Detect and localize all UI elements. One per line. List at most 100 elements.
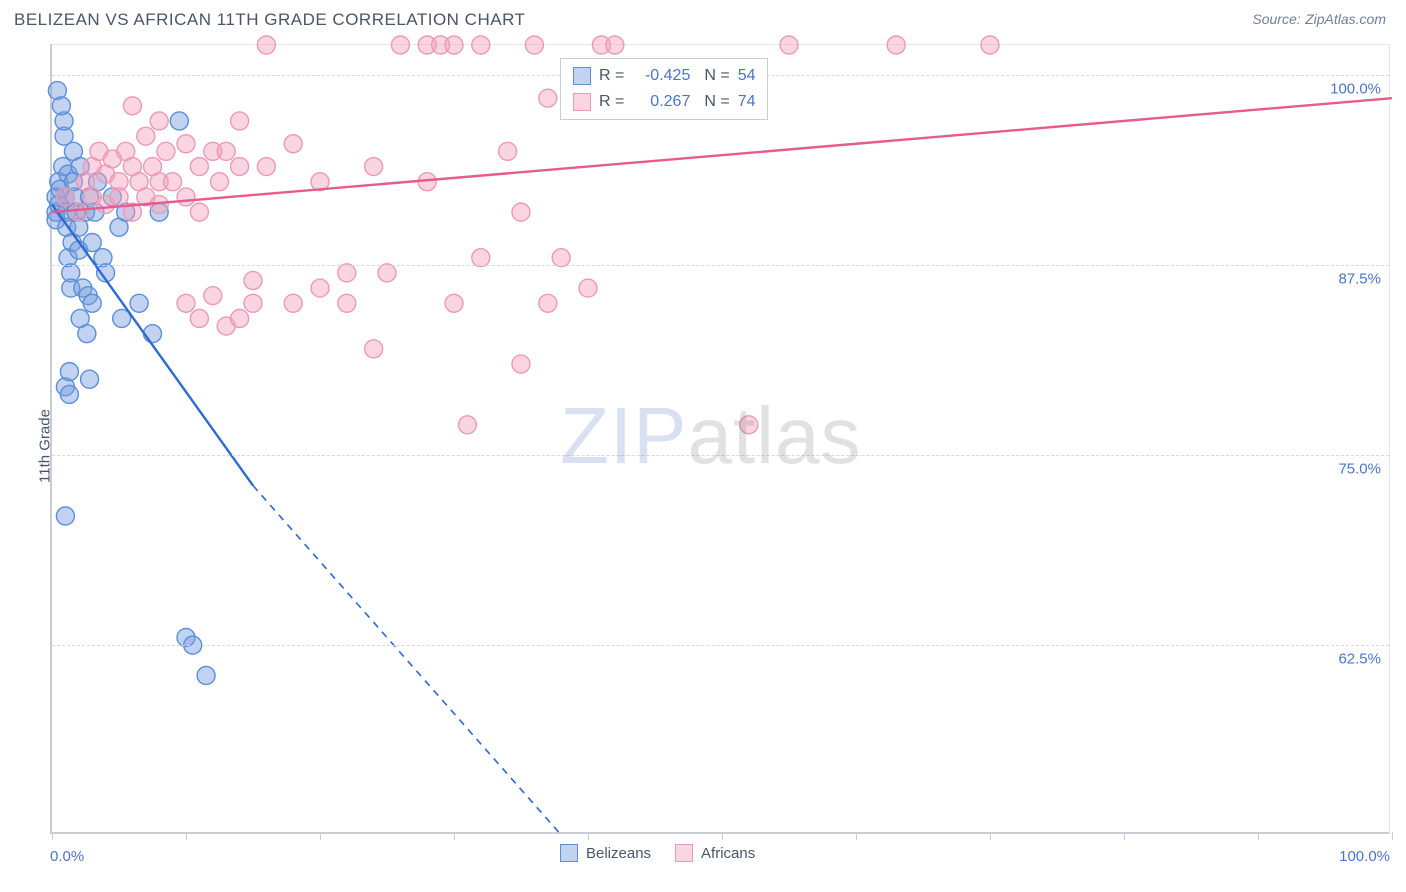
correlation-legend: R =-0.425N =54R =0.267N =74 xyxy=(560,58,768,120)
data-point xyxy=(284,294,302,312)
y-tick-label: 100.0% xyxy=(1330,81,1381,98)
data-point xyxy=(231,158,249,176)
legend-series-name: Africans xyxy=(701,845,755,862)
data-point xyxy=(211,173,229,191)
legend-swatch xyxy=(573,93,591,111)
data-point xyxy=(525,36,543,54)
data-point xyxy=(157,142,175,160)
x-tick xyxy=(320,832,321,840)
legend-row: R = -0.425 N = 54 xyxy=(573,63,755,89)
legend-item: Africans xyxy=(675,844,755,862)
data-point xyxy=(378,264,396,282)
data-point xyxy=(190,309,208,327)
x-tick xyxy=(52,832,53,840)
data-point xyxy=(204,287,222,305)
data-point xyxy=(190,158,208,176)
y-tick-label: 62.5% xyxy=(1338,651,1381,668)
data-point xyxy=(472,249,490,267)
legend-r-value: -0.425 xyxy=(632,67,690,85)
data-point xyxy=(445,294,463,312)
data-point xyxy=(606,36,624,54)
data-point xyxy=(458,416,476,434)
data-point xyxy=(60,363,78,381)
scatter-svg xyxy=(52,45,1392,835)
data-point xyxy=(52,97,70,115)
gridline-h xyxy=(52,265,1389,266)
data-point xyxy=(83,234,101,252)
data-point xyxy=(257,158,275,176)
data-point xyxy=(512,355,530,373)
x-tick xyxy=(722,832,723,840)
x-axis-min-label: 0.0% xyxy=(50,848,84,865)
source-attribution: Source: ZipAtlas.com xyxy=(1252,11,1386,29)
data-point xyxy=(499,142,517,160)
data-point xyxy=(391,36,409,54)
data-point xyxy=(60,385,78,403)
legend-series-name: Belizeans xyxy=(586,845,651,862)
data-point xyxy=(217,142,235,160)
source-label: Source: xyxy=(1252,11,1300,27)
data-point xyxy=(244,294,262,312)
legend-n-label: N = xyxy=(704,93,729,111)
data-point xyxy=(552,249,570,267)
x-axis-max-label: 100.0% xyxy=(1339,848,1390,865)
data-point xyxy=(780,36,798,54)
data-point xyxy=(338,264,356,282)
trend-line xyxy=(52,205,253,486)
data-point xyxy=(472,36,490,54)
y-tick-label: 75.0% xyxy=(1338,461,1381,478)
data-point xyxy=(981,36,999,54)
data-point xyxy=(445,36,463,54)
data-point xyxy=(579,279,597,297)
data-point xyxy=(83,294,101,312)
data-point xyxy=(170,112,188,130)
data-point xyxy=(70,203,88,221)
data-point xyxy=(365,158,383,176)
chart-title: BELIZEAN VS AFRICAN 11TH GRADE CORRELATI… xyxy=(14,10,525,30)
data-point xyxy=(130,294,148,312)
trend-line-extrapolated xyxy=(253,486,561,835)
x-tick xyxy=(1258,832,1259,840)
legend-r-label: R = xyxy=(599,93,624,111)
legend-n-value: 54 xyxy=(738,67,756,85)
legend-row: R =0.267N =74 xyxy=(573,89,755,115)
data-point xyxy=(512,203,530,221)
data-point xyxy=(177,135,195,153)
legend-n-label: N = xyxy=(704,67,729,85)
legend-item: Belizeans xyxy=(560,844,651,862)
legend-r-label: R = xyxy=(599,67,624,85)
data-point xyxy=(81,370,99,388)
data-point xyxy=(244,271,262,289)
x-tick xyxy=(588,832,589,840)
x-tick xyxy=(454,832,455,840)
data-point xyxy=(539,89,557,107)
legend-n-value: 74 xyxy=(738,93,756,111)
x-tick xyxy=(1124,832,1125,840)
data-point xyxy=(177,188,195,206)
data-point xyxy=(231,112,249,130)
y-tick-label: 87.5% xyxy=(1338,271,1381,288)
data-point xyxy=(365,340,383,358)
data-point xyxy=(78,325,96,343)
data-point xyxy=(177,294,195,312)
gridline-h xyxy=(52,455,1389,456)
x-tick xyxy=(990,832,991,840)
data-point xyxy=(144,325,162,343)
series-legend: Belizeans Africans xyxy=(560,844,755,862)
data-point xyxy=(137,127,155,145)
data-point xyxy=(164,173,182,191)
legend-swatch xyxy=(675,844,693,862)
data-point xyxy=(284,135,302,153)
data-point xyxy=(338,294,356,312)
chart-plot-area: 62.5% 75.0% 87.5% 100.0% xyxy=(50,44,1390,834)
data-point xyxy=(539,294,557,312)
data-point xyxy=(257,36,275,54)
legend-swatch xyxy=(573,67,591,85)
data-point xyxy=(311,279,329,297)
x-tick xyxy=(856,832,857,840)
data-point xyxy=(150,112,168,130)
data-point xyxy=(190,203,208,221)
data-point xyxy=(740,416,758,434)
source-name: ZipAtlas.com xyxy=(1305,11,1386,27)
data-point xyxy=(56,188,74,206)
